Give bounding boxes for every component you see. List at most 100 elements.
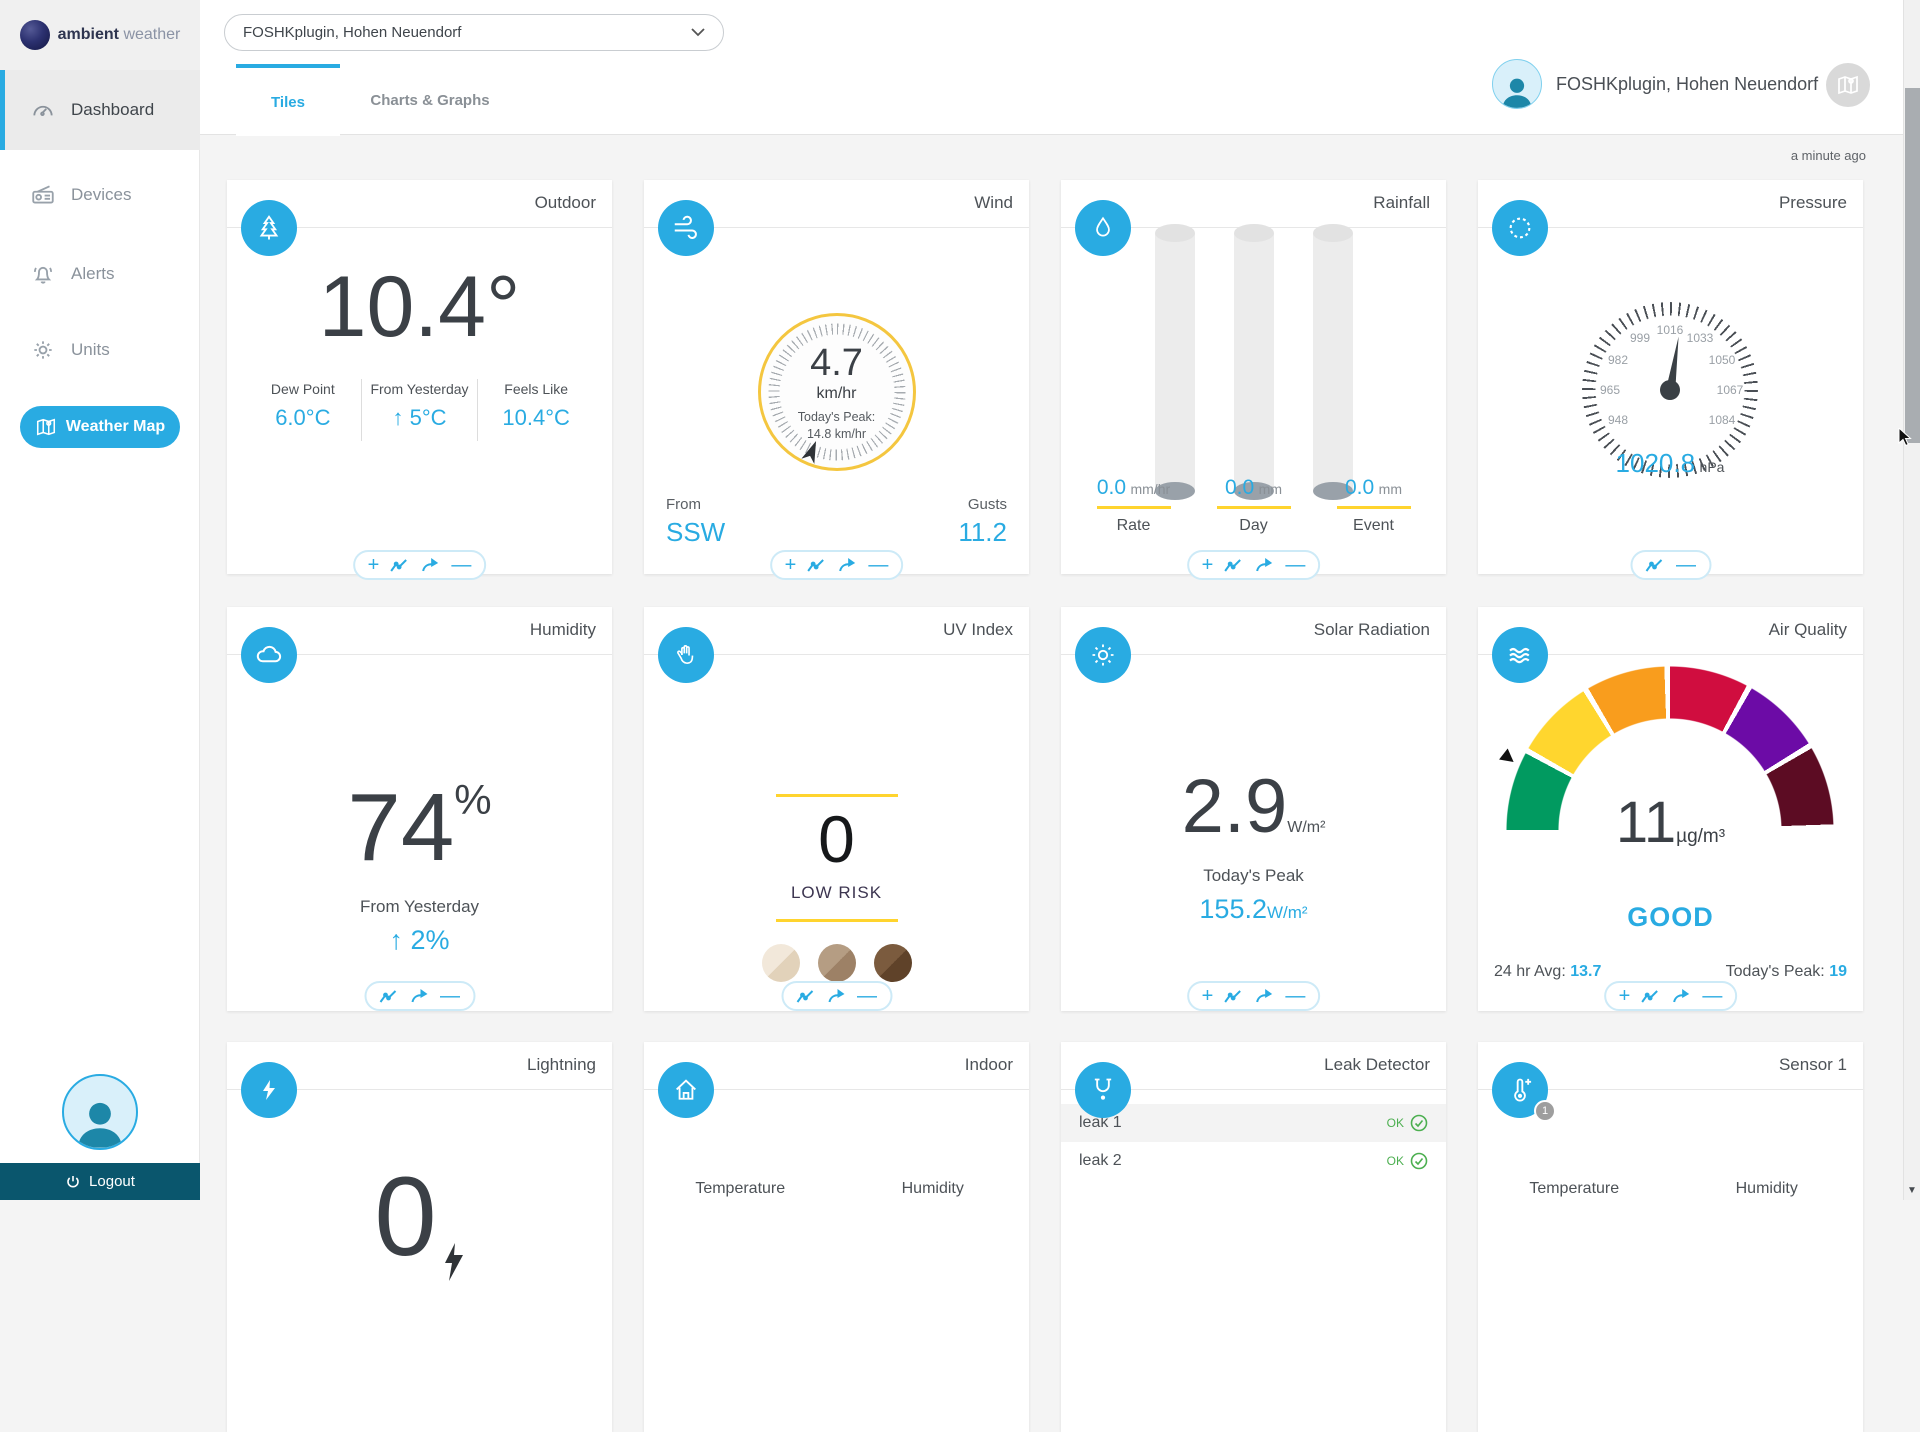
leak-row[interactable]: leak 2 OK (1061, 1142, 1446, 1180)
weather-map-button[interactable]: Weather Map (20, 406, 180, 448)
share-icon[interactable] (838, 558, 857, 572)
brand-name: ambient weather (58, 26, 181, 44)
add-icon[interactable]: + (367, 554, 380, 576)
add-icon[interactable]: + (784, 554, 797, 576)
aqi-peak-label: Today's Peak: (1725, 963, 1825, 980)
chart-icon[interactable] (1641, 989, 1661, 1004)
yellow-underline (1216, 506, 1291, 509)
tile-wind: Wind 4.7 km/hr Today's Peak: 14.8 km/hr F… (644, 180, 1029, 580)
leak-row[interactable]: leak 1 OK (1061, 1104, 1446, 1142)
chart-icon[interactable] (807, 558, 827, 573)
sidebar-item-dashboard[interactable]: Dashboard (0, 70, 200, 150)
tile-uv-index: UV Index 0 LOW RISK — (644, 607, 1029, 1011)
remove-icon[interactable]: — (868, 554, 889, 576)
add-icon[interactable]: + (1201, 554, 1214, 576)
sidebar-item-label: Dashboard (71, 100, 155, 119)
station-name: FOSHKplugin, Hohen Neuendorf (1556, 73, 1819, 94)
yellow-underline (1096, 506, 1171, 509)
station-map-button[interactable] (1826, 63, 1870, 107)
tab-charts-graphs[interactable]: Charts & Graphs (350, 64, 510, 136)
pressure-unit: hPa (1699, 459, 1725, 475)
remove-icon[interactable]: — (1285, 554, 1306, 576)
share-icon[interactable] (1255, 558, 1274, 572)
tab-tiles-label: Tiles (271, 93, 305, 111)
pressure-gauge: 1016 1033 1050 1067 1084 999 982 965 948… (1582, 302, 1758, 478)
remove-icon[interactable]: — (451, 554, 472, 576)
tile-title: Outdoor (534, 193, 596, 212)
share-icon[interactable] (1255, 989, 1274, 1003)
cloud-icon (241, 627, 297, 683)
rain-day-label: Day (1239, 517, 1268, 534)
person-icon (78, 1102, 122, 1148)
logout-button[interactable]: Logout (0, 1163, 200, 1200)
sidebar-item-label: Units (71, 340, 110, 359)
weather-map-label: Weather Map (65, 418, 166, 435)
tile-leak-detector: Leak Detector leak 1 OK leak 2 OK (1061, 1042, 1446, 1432)
tile-lightning: Lightning 0 (227, 1042, 612, 1432)
main-content: FOSHKplugin, Hohen Neuendorf Tiles Chart… (200, 0, 1920, 1432)
tile-sensor-1: 1 Sensor 1 Temperature Humidity (1478, 1042, 1863, 1432)
share-icon[interactable] (421, 558, 440, 572)
yellow-line-bottom (775, 919, 898, 922)
brand-light: weather (123, 26, 181, 43)
share-icon[interactable] (410, 989, 429, 1003)
station-selector-value: FOSHKplugin, Hohen Neuendorf (243, 24, 462, 41)
tile-actions: — (364, 981, 475, 1011)
lightning-count-value: 0 (374, 1154, 437, 1279)
user-avatar-large[interactable] (62, 1074, 138, 1150)
wind-peak-value: 14.8 km/hr (806, 426, 867, 441)
solar-peak-unit: W/m² (1266, 903, 1308, 922)
gauge-label: 1084 (1708, 413, 1736, 427)
gauge-label: 1050 (1708, 353, 1736, 367)
logout-label: Logout (89, 1173, 135, 1190)
sidebar-item-alerts[interactable]: Alerts (0, 242, 200, 306)
stat-value: ↑ 5°C (392, 405, 447, 430)
share-icon[interactable] (1672, 989, 1691, 1003)
remove-icon[interactable]: — (440, 985, 460, 1007)
chart-icon[interactable] (390, 558, 410, 573)
remove-icon[interactable]: — (1285, 985, 1306, 1007)
tile-title: Solar Radiation (1313, 620, 1430, 639)
person-icon (1502, 78, 1532, 108)
sidebar-item-label: Devices (71, 185, 132, 204)
raindrop-icon (1075, 200, 1131, 256)
tile-title: Indoor (964, 1055, 1013, 1074)
remove-icon[interactable]: — (857, 985, 877, 1007)
rain-event-unit: mm (1378, 481, 1402, 497)
sidebar-item-devices[interactable]: Devices (0, 163, 200, 227)
tab-charts-label: Charts & Graphs (370, 91, 490, 109)
chart-icon[interactable] (796, 989, 816, 1004)
humidity-change-value: ↑ 2% (389, 925, 450, 955)
chart-icon[interactable] (1224, 989, 1244, 1004)
indoor-temperature-label: Temperature (695, 1180, 786, 1197)
add-icon[interactable]: + (1618, 985, 1631, 1007)
station-user: FOSHKplugin, Hohen Neuendorf (1492, 59, 1818, 109)
station-selector-dropdown[interactable]: FOSHKplugin, Hohen Neuendorf (224, 14, 724, 51)
remove-icon[interactable]: — (1676, 554, 1696, 576)
chart-icon[interactable] (379, 989, 399, 1004)
tile-title: Leak Detector (1324, 1055, 1430, 1074)
stat-value: 10.4°C (502, 405, 570, 430)
humidity-value: 74 (347, 774, 455, 881)
rain-event-label: Event (1353, 517, 1394, 534)
check-circle-icon (1410, 1152, 1428, 1170)
scrollbar-thumb[interactable] (1905, 88, 1920, 443)
add-icon[interactable]: + (1201, 985, 1214, 1007)
share-icon[interactable] (827, 989, 846, 1003)
tab-tiles[interactable]: Tiles (236, 64, 340, 136)
solar-value: 2.9 (1181, 764, 1288, 849)
tile-outdoor: Outdoor 10.4° Dew Point 6.0°C From Yester… (227, 180, 612, 580)
chart-icon[interactable] (1224, 558, 1244, 573)
aqi-avg-label: 24 hr Avg: (1494, 963, 1566, 980)
page-scrollbar[interactable]: ▼ (1903, 0, 1920, 1200)
remove-icon[interactable]: — (1702, 985, 1723, 1007)
tile-actions: + — (1603, 981, 1738, 1011)
gauge-label: 1033 (1686, 331, 1714, 345)
scrollbar-down-arrow[interactable]: ▼ (1907, 1185, 1917, 1196)
stat-label: From Yesterday (370, 381, 469, 397)
chart-icon[interactable] (1645, 558, 1665, 573)
wind-direction-arrow (796, 437, 825, 470)
gauge-label: 982 (1607, 353, 1629, 367)
sidebar-item-units[interactable]: Units (0, 318, 200, 382)
leak-name: leak 1 (1079, 1114, 1122, 1131)
